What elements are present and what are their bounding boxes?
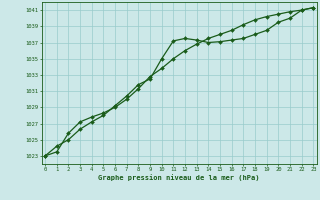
X-axis label: Graphe pression niveau de la mer (hPa): Graphe pression niveau de la mer (hPa) [99,174,260,181]
